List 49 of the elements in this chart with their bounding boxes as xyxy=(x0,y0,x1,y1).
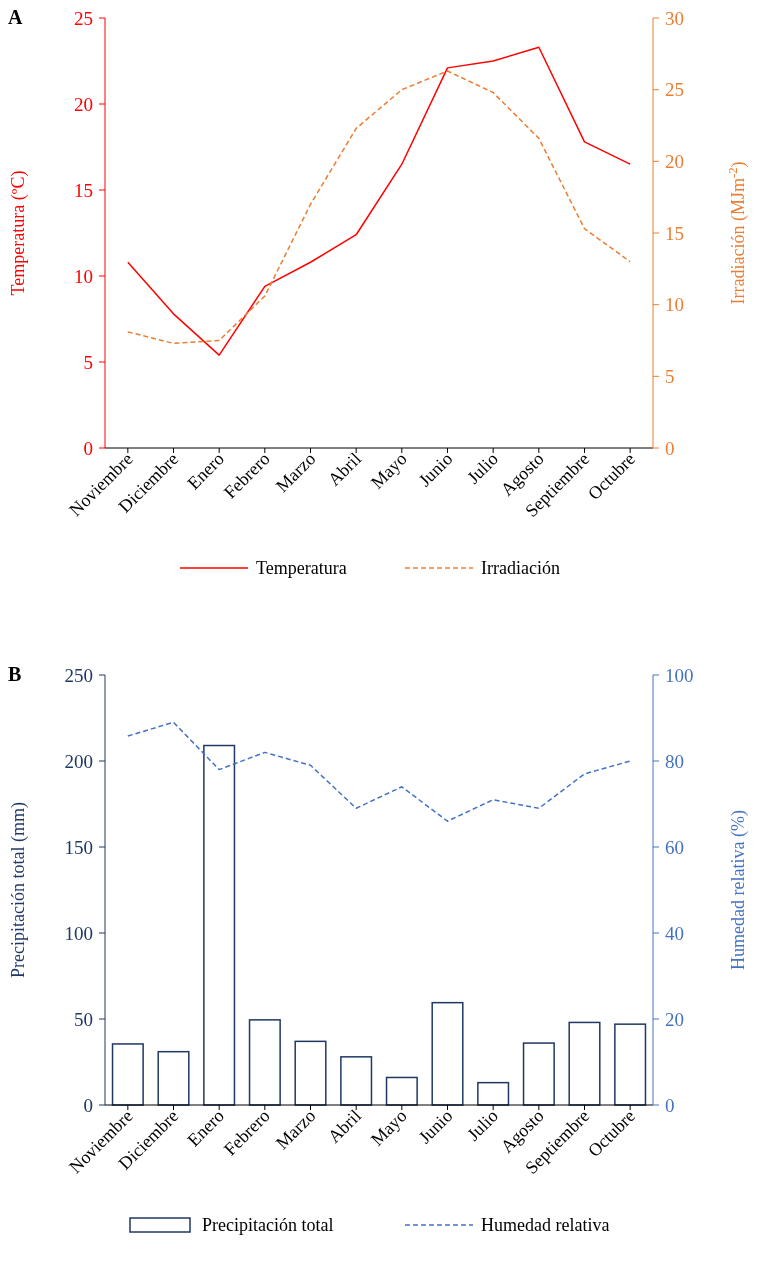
y-tick-label: 200 xyxy=(64,750,93,772)
y2-tick-label: 80 xyxy=(665,750,684,772)
line-series xyxy=(127,721,631,822)
bar xyxy=(294,1040,327,1106)
y2-tick-label: 15 xyxy=(665,222,684,244)
y-tick-label: 250 xyxy=(64,664,93,686)
y2-tick-label: 100 xyxy=(665,664,694,686)
legend-label: Humedad relativa xyxy=(481,1215,610,1236)
y-tick-label: 15 xyxy=(74,179,93,201)
y-tick-label: 50 xyxy=(74,1008,93,1030)
bar xyxy=(568,1021,601,1106)
bar xyxy=(157,1050,190,1106)
y-tick-label: 100 xyxy=(64,922,93,944)
y2-tick-label: 30 xyxy=(665,7,684,29)
y2-tick-label: 0 xyxy=(665,437,675,459)
bar xyxy=(340,1056,373,1106)
bar xyxy=(477,1081,510,1106)
y2-tick-label: 60 xyxy=(665,836,684,858)
bar xyxy=(431,1001,464,1106)
y2-tick-label: 10 xyxy=(665,294,684,316)
x-tick-label: Julio xyxy=(463,448,502,488)
y2-tick-label: 20 xyxy=(665,1008,684,1030)
bar xyxy=(522,1042,555,1106)
bar xyxy=(111,1043,144,1106)
chart-title: A xyxy=(8,6,23,28)
y-tick-label: 150 xyxy=(64,836,93,858)
bar xyxy=(385,1076,418,1106)
x-tick-label: Julio xyxy=(463,1105,502,1145)
y-tick-label: 0 xyxy=(83,437,93,459)
y-axis-title: Precipitación total (mm) xyxy=(8,802,29,978)
legend-label: Precipitación total xyxy=(202,1215,334,1236)
legend-label: Temperatura xyxy=(256,558,347,579)
y2-tick-label: 40 xyxy=(665,922,684,944)
y-tick-label: 5 xyxy=(83,351,93,373)
y-tick-label: 20 xyxy=(74,93,93,115)
bar xyxy=(203,744,236,1106)
y-tick-label: 10 xyxy=(74,265,93,287)
y2-axis-title: Humedad relativa (%) xyxy=(728,810,749,970)
y2-tick-label: 0 xyxy=(665,1094,675,1116)
y2-tick-label: 20 xyxy=(665,150,684,172)
y2-tick-label: 5 xyxy=(665,365,675,387)
bar xyxy=(614,1023,647,1106)
legend-label: Irradiación xyxy=(481,558,560,579)
chart-title: B xyxy=(8,663,22,685)
y-tick-label: 0 xyxy=(83,1094,93,1116)
y-axis-title: Temperatura (ºC) xyxy=(8,170,29,296)
bar xyxy=(248,1019,281,1106)
y-tick-label: 25 xyxy=(74,7,93,29)
y2-tick-label: 25 xyxy=(665,79,684,101)
